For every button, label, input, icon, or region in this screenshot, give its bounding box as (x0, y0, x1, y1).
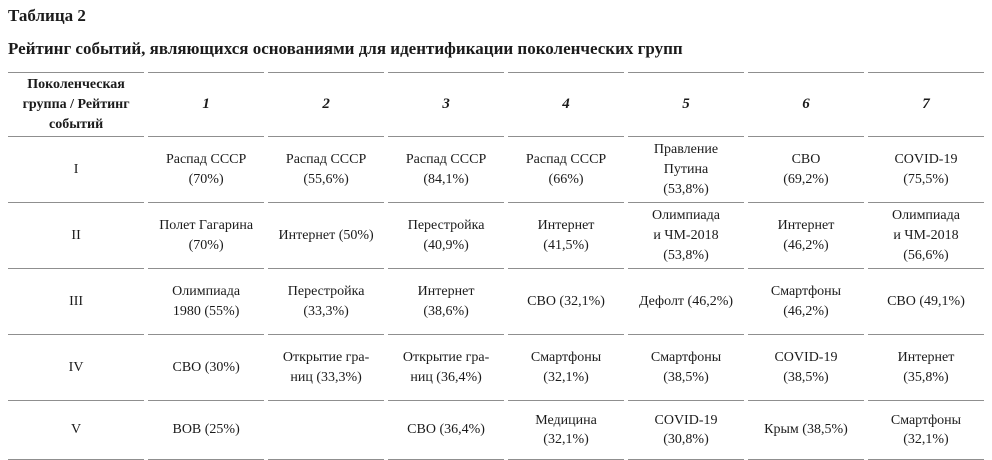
event-cell: Смартфоны (46,2%) (747, 269, 864, 336)
event-cell: Интернет (50%) (268, 203, 385, 270)
table-header-row: Поколенческая группа / Рейтинг событий 1 2… (8, 71, 984, 138)
rank-header-cell-4: 4 (508, 71, 625, 138)
event-cell: Смартфоны (38,5%) (628, 335, 744, 402)
event-cell: Олимпиада и ЧМ-2018 (53,8%) (628, 203, 744, 270)
event-cell: Распад СССР (70%) (148, 137, 265, 204)
events-table: Поколенческая группа / Рейтинг событий 1 2… (4, 71, 988, 460)
event-cell: Интернет (41,5%) (508, 203, 625, 270)
event-cell: Медицина (32,1%) (508, 401, 625, 460)
event-cell: СВО (36,4%) (388, 401, 505, 460)
row-label-cell: III (8, 269, 145, 336)
group-header-cell: Поколенческая группа / Рейтинг событий (8, 71, 145, 138)
row-label-cell: I (8, 137, 145, 204)
event-cell: ВОВ (25%) (148, 401, 265, 460)
event-cell: Дефолт (46,2%) (628, 269, 744, 336)
event-cell (268, 401, 385, 460)
table-row-II: II Полет Гагарина (70%) Интернет (50%) Пере… (8, 203, 984, 270)
event-cell: Открытие гра- ниц (33,3%) (268, 335, 385, 402)
event-cell: Интернет (46,2%) (747, 203, 864, 270)
event-cell: Крым (38,5%) (747, 401, 864, 460)
table-title: Рейтинг событий, являющихся основаниями … (8, 39, 683, 59)
table-row-IV: IV СВО (30%) Открытие гра- ниц (33,3%) Откр… (8, 335, 984, 402)
event-cell: Смартфоны (32,1%) (867, 401, 984, 460)
event-cell: Распад СССР (55,6%) (268, 137, 385, 204)
event-cell: Интернет (35,8%) (867, 335, 984, 402)
event-cell: Правление Путина (53,8%) (628, 137, 744, 204)
table-row-III: III Олимпиада 1980 (55%) Перестройка (33,3… (8, 269, 984, 336)
event-cell: COVID-19 (30,8%) (628, 401, 744, 460)
rank-header-cell-2: 2 (268, 71, 385, 138)
row-label-cell: II (8, 203, 145, 270)
table-body: I Распад СССР (70%) Распад СССР (55,6%) Рас… (8, 137, 984, 460)
table-row-V: V ВОВ (25%) СВО (36,4%) Медицина (32,1%) COV… (8, 401, 984, 460)
event-cell: Распад СССР (66%) (508, 137, 625, 204)
rank-header-cell-6: 6 (747, 71, 864, 138)
event-cell: Смартфоны (32,1%) (508, 335, 625, 402)
event-cell: СВО (49,1%) (867, 269, 984, 336)
event-cell: Интернет (38,6%) (388, 269, 505, 336)
event-cell: СВО (69,2%) (747, 137, 864, 204)
table-head: Поколенческая группа / Рейтинг событий 1 2… (8, 71, 984, 138)
event-cell: Перестройка (40,9%) (388, 203, 505, 270)
rank-header-cell-5: 5 (628, 71, 744, 138)
event-cell: Олимпиада 1980 (55%) (148, 269, 265, 336)
event-cell: Распад СССР (84,1%) (388, 137, 505, 204)
rank-header-cell-1: 1 (148, 71, 265, 138)
event-cell: СВО (30%) (148, 335, 265, 402)
event-cell: Олимпиада и ЧМ-2018 (56,6%) (867, 203, 984, 270)
rank-header-cell-3: 3 (388, 71, 505, 138)
event-cell: Открытие гра- ниц (36,4%) (388, 335, 505, 402)
row-label-cell: IV (8, 335, 145, 402)
row-label-cell: V (8, 401, 145, 460)
event-cell: Перестройка (33,3%) (268, 269, 385, 336)
event-cell: COVID-19 (75,5%) (867, 137, 984, 204)
table-label: Таблица 2 (8, 6, 86, 25)
rank-header-cell-7: 7 (867, 71, 984, 138)
event-cell: COVID-19 (38,5%) (747, 335, 864, 402)
event-cell: СВО (32,1%) (508, 269, 625, 336)
table-row-I: I Распад СССР (70%) Распад СССР (55,6%) Рас… (8, 137, 984, 204)
event-cell: Полет Гагарина (70%) (148, 203, 265, 270)
